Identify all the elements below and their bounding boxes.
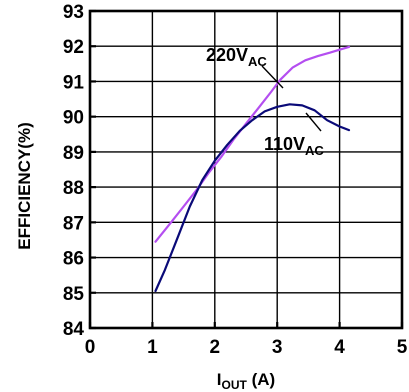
axis-tick-labels: 0 1 2 3 4 5 84 85 86 87 88 89 90 91 92 93 (63, 2, 408, 358)
x-tick-label-5: 5 (397, 337, 408, 358)
plot-frame (88, 9, 404, 330)
series-lines (154, 45, 351, 293)
x-axis-title-subscript: OUT (222, 378, 248, 392)
x-axis-title-unit: (A) (247, 370, 275, 389)
y-tick-label-93: 93 (63, 2, 84, 23)
x-tick-label-1: 1 (147, 337, 158, 358)
y-tick-label-85: 85 (63, 284, 85, 305)
series-label-110vac-main: 110V (264, 134, 305, 154)
y-tick-label-87: 87 (63, 213, 84, 234)
y-tick-label-88: 88 (63, 178, 84, 199)
y-axis-title: EFFICIENCY(%) (15, 122, 34, 250)
y-tick-label-89: 89 (63, 143, 84, 164)
series-line-110vac (154, 103, 351, 293)
x-tick-label-2: 2 (210, 337, 221, 358)
y-tick-label-91: 91 (63, 72, 85, 93)
series-label-220vac-leader (261, 65, 284, 89)
series-label-110vac-leader (305, 112, 322, 132)
y-tick-label-86: 86 (63, 249, 84, 270)
y-tick-label-92: 92 (63, 37, 84, 58)
x-axis-title-main: I (217, 370, 222, 389)
x-tick-label-0: 0 (85, 337, 96, 358)
x-tick-label-3: 3 (272, 337, 283, 358)
series-label-110vac: 110VAC (264, 134, 324, 158)
x-axis-title: IOUT (A) (217, 370, 275, 392)
x-tick-label-4: 4 (334, 337, 345, 358)
series-label-220vac-main: 220V (206, 45, 248, 65)
axis-ticks (88, 9, 404, 330)
series-label-220vac: 220VAC (206, 45, 267, 69)
series-label-110vac-subscript: AC (305, 143, 324, 158)
y-tick-label-90: 90 (63, 108, 84, 129)
y-tick-label-84: 84 (63, 319, 85, 340)
series-label-220vac-subscript: AC (248, 54, 267, 69)
series-line-220vac (154, 45, 351, 243)
